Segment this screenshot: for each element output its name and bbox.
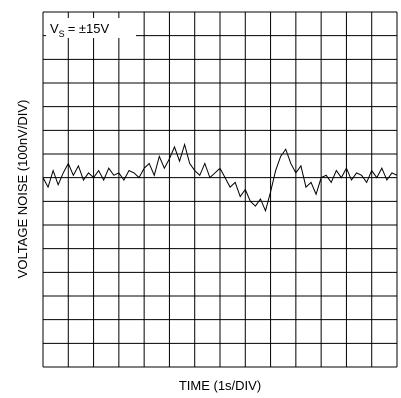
- annotation-background: [46, 18, 136, 38]
- annotation-sub: S: [59, 29, 65, 39]
- noise-trace: [42, 142, 398, 213]
- annotation-v: V: [50, 21, 59, 36]
- x-axis-label: TIME (1s/DIV): [179, 378, 261, 393]
- annotation: VS = ±15V: [50, 21, 109, 39]
- y-axis-label: VOLTAGE NOISE (100nV/DIV): [15, 100, 30, 279]
- annotation-rest: = ±15V: [68, 21, 110, 36]
